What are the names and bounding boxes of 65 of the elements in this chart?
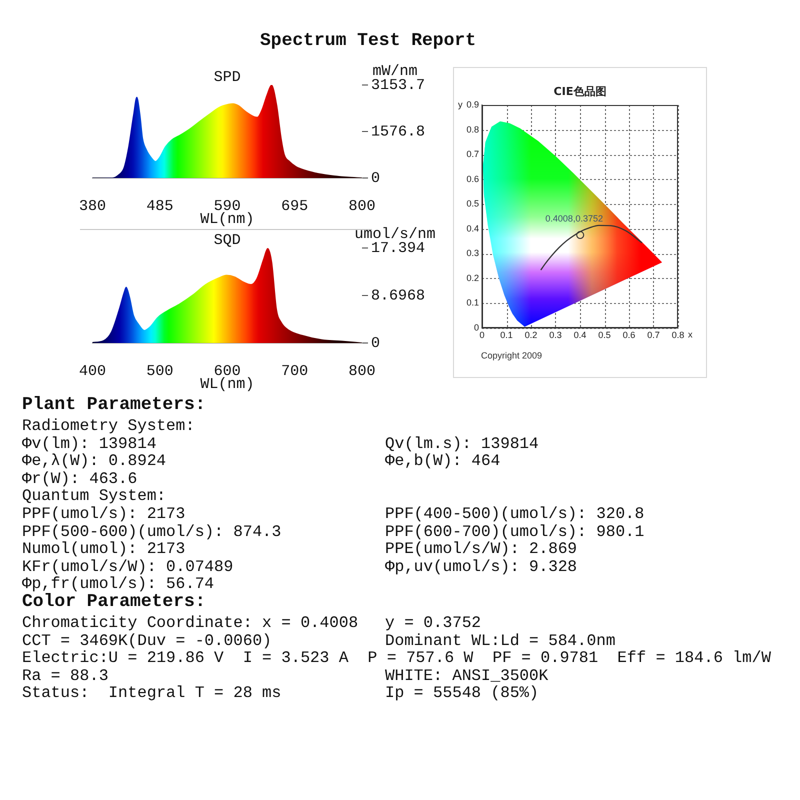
text: PPE(umol/s/W): 2.869 [385, 540, 578, 559]
x-tick-label: 400 [78, 362, 106, 380]
x-axis-title: WL(nm) [200, 376, 254, 393]
text: Color Parameters: [22, 592, 206, 612]
text: Copyright 2009 [481, 350, 542, 360]
text: Numol(umol): 2173 [22, 540, 186, 559]
text: y = 0.3752 [385, 613, 482, 633]
x-tick-label: 0.2 [524, 330, 538, 340]
x-tick-label: 485 [146, 198, 174, 215]
text: Φp,uv(umol/s): 9.328 [385, 556, 578, 577]
x-tick-label: 700 [281, 362, 308, 380]
y-tick-label: 0.6 [466, 174, 479, 184]
x-axis-title: x [688, 329, 693, 340]
text: CCT = 3469K(Duv = -0.0060) [22, 630, 272, 650]
x-tick-label: 695 [281, 198, 308, 215]
x-tick-label: 0.5 [598, 330, 611, 340]
text: Qv(lm.s): 139814 [385, 434, 539, 453]
y-tick-label: 0.4 [466, 223, 479, 234]
x-tick-label: 0.1 [500, 330, 513, 340]
text: Plant Parameters: [22, 395, 206, 415]
y-tick-label: 0.9 [466, 99, 479, 110]
text: Φe,λ(W): 0.8924 [22, 452, 166, 471]
x-tick-label: 0.6 [622, 330, 636, 340]
x-tick-label: 0.7 [647, 330, 660, 340]
text: Ip = 55548 (85%) [385, 683, 539, 704]
y-tick-label: 0.8 [466, 124, 479, 134]
chart-title: SQD [214, 232, 241, 249]
y-tick-label: 0 [371, 170, 380, 187]
y-tick-label: 0 [474, 322, 479, 332]
x-tick-label: 800 [348, 198, 376, 215]
y-tick-label: 0.7 [466, 149, 479, 160]
y-tick-label: 0.1 [466, 298, 479, 308]
text: Status: Integral T = 28 ms [22, 683, 282, 704]
text: PPF(400-500)(umol/s): 320.8 [385, 504, 644, 524]
text: Spectrum Test Report [258, 30, 478, 52]
chart-title: CIE色品图 [554, 84, 606, 98]
y-axis-title: y [458, 99, 463, 110]
text: Electric:U = 219.86 V I = 3.523 A P = 757.6 W PF = 0.9781 Eff = 184.6 lm/W [22, 648, 771, 668]
x-tick-label: 0.4 [574, 330, 586, 340]
text: Dominant WL:Ld = 584.0nm [385, 630, 616, 651]
y-tick-label: 8.6968 [371, 287, 426, 304]
x-tick-label: 0.3 [549, 330, 562, 340]
y-tick-label: 0.2 [466, 272, 479, 283]
text: Ra = 88.3 [22, 666, 108, 686]
x-tick-label: 500 [146, 362, 174, 380]
line-series [540, 224, 643, 271]
text: Φe,b(W): 464 [385, 452, 500, 472]
text: Quantum System: [22, 486, 166, 506]
text: WHITE: ANSI_3500K [385, 666, 548, 685]
y-tick-label: 0.3 [466, 248, 479, 258]
text: PPF(600-700)(umol/s): 980.1 [385, 522, 644, 541]
y-tick-label: 1576.8 [371, 123, 426, 140]
text: Φr(W): 463.6 [22, 468, 138, 489]
text: Radiometry System: [22, 416, 195, 436]
text: PPF(umol/s): 2173 [22, 504, 186, 524]
text: KFr(umol/s/W): 0.07489 [22, 556, 234, 576]
x-axis-title: WL(nm) [200, 210, 254, 228]
x-tick-label: 800 [348, 362, 376, 380]
text: Chromaticity Coordinate: x = 0.4008 [22, 613, 358, 633]
text: Φv(lm): 139814 [22, 434, 156, 453]
text: Φp,fr(umol/s): 56.74 [22, 574, 214, 594]
x-tick-label: 0.8 [672, 330, 684, 340]
x-tick-label: 380 [78, 198, 106, 215]
text: PPF(500-600)(umol/s): 874.3 [22, 522, 282, 541]
chart-title: SPD [214, 68, 241, 86]
